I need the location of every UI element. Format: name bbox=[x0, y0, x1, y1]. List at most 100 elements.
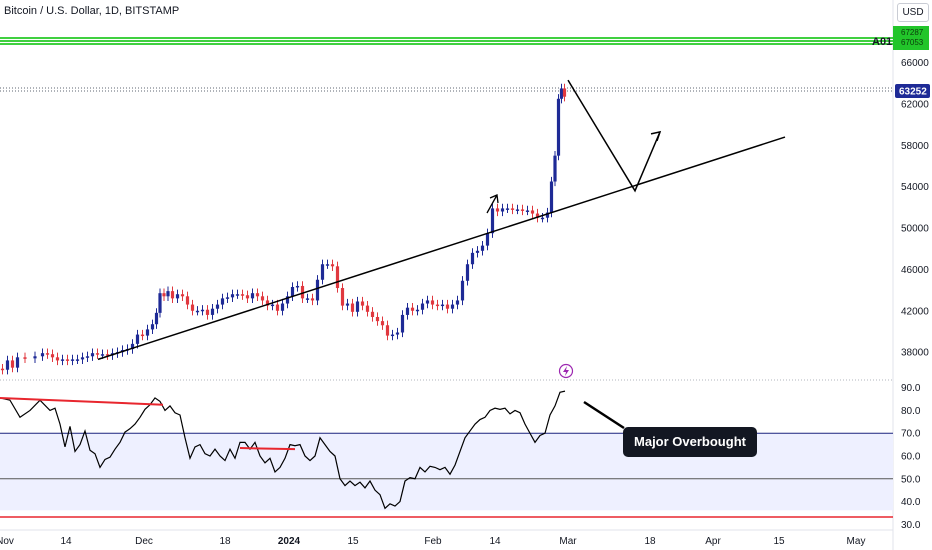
candle-body bbox=[260, 296, 265, 301]
candle-body bbox=[55, 357, 60, 361]
candle-body bbox=[23, 357, 27, 359]
level-name-label: A01 bbox=[872, 36, 892, 48]
candle-body bbox=[300, 285, 305, 299]
candle-body bbox=[105, 354, 110, 356]
candle-body bbox=[295, 285, 300, 288]
candle-body bbox=[275, 304, 280, 311]
projection-path bbox=[567, 79, 661, 193]
candle-body bbox=[158, 293, 162, 313]
candle-body bbox=[65, 359, 70, 361]
candle-body bbox=[280, 303, 285, 311]
time-tick-label: Nov bbox=[0, 536, 14, 547]
candle-body bbox=[500, 208, 505, 212]
candle-body bbox=[140, 334, 145, 337]
candle-body bbox=[420, 303, 425, 310]
candle-body bbox=[520, 209, 525, 211]
price-tick-label: 62000 bbox=[901, 99, 929, 110]
candle-body bbox=[480, 245, 485, 251]
candle-body bbox=[5, 360, 10, 370]
candle-body bbox=[505, 208, 510, 210]
time-tick-label: Apr bbox=[705, 536, 721, 547]
candle-body bbox=[400, 314, 405, 333]
candle-body bbox=[195, 310, 200, 313]
price-tick-label: 66000 bbox=[901, 58, 929, 69]
candle-body bbox=[425, 300, 430, 304]
candle-body bbox=[562, 88, 567, 97]
candle-body bbox=[250, 293, 255, 299]
candle-body bbox=[130, 343, 135, 350]
rsi-tick-label: 60.0 bbox=[901, 452, 921, 463]
candle-body bbox=[320, 264, 325, 280]
candle-body bbox=[90, 353, 95, 357]
candle-body bbox=[490, 208, 495, 234]
rsi-line bbox=[0, 390, 566, 510]
candle-body bbox=[180, 294, 185, 297]
candle-body bbox=[215, 304, 220, 309]
candle-body bbox=[145, 329, 150, 336]
candle-body bbox=[60, 359, 65, 361]
candle-body bbox=[515, 209, 520, 211]
candle-body bbox=[435, 304, 440, 307]
candle-body bbox=[15, 357, 20, 368]
candle-body bbox=[470, 252, 475, 265]
last-price-label: 63252 bbox=[899, 86, 927, 97]
rsi-tick-label: 40.0 bbox=[901, 497, 921, 508]
trendline bbox=[97, 136, 786, 361]
time-tick-label: 2024 bbox=[278, 536, 301, 547]
candle-body bbox=[440, 304, 445, 307]
candle-body bbox=[185, 296, 190, 305]
small-arrow bbox=[486, 194, 499, 214]
candle-body bbox=[235, 294, 240, 296]
candle-body bbox=[510, 208, 515, 210]
rsi-band-lower bbox=[0, 478, 893, 511]
rsi-tick-label: 80.0 bbox=[901, 406, 921, 417]
candle-body bbox=[360, 301, 365, 306]
candle-body bbox=[285, 296, 290, 304]
candle-body bbox=[0, 368, 5, 371]
candle-body bbox=[495, 208, 500, 212]
rsi-tick-label: 70.0 bbox=[901, 429, 921, 440]
candle-body bbox=[33, 356, 37, 359]
time-tick-label: Dec bbox=[135, 536, 153, 547]
time-tick-label: Feb bbox=[424, 536, 442, 547]
candle-body bbox=[315, 279, 320, 301]
candle-body bbox=[305, 298, 310, 300]
currency-selector[interactable]: USD bbox=[897, 3, 929, 22]
level-price-label: 67053 bbox=[901, 38, 924, 47]
time-tick-label: 18 bbox=[219, 536, 231, 547]
last-price-tag bbox=[895, 83, 930, 98]
candle-body bbox=[430, 300, 435, 305]
level-price-box bbox=[893, 26, 929, 50]
time-tick-label: 15 bbox=[773, 536, 785, 547]
candle-body bbox=[310, 298, 315, 301]
candle-body bbox=[450, 304, 455, 309]
candle-body bbox=[230, 294, 235, 298]
candle-body bbox=[485, 233, 490, 246]
candle-body bbox=[200, 309, 205, 312]
candle-body bbox=[330, 264, 335, 267]
candle-body bbox=[475, 250, 480, 253]
candle-body bbox=[270, 304, 275, 307]
candle-body bbox=[150, 324, 155, 330]
candle-body bbox=[220, 298, 225, 305]
candle-body bbox=[535, 213, 540, 218]
candle-body bbox=[210, 308, 215, 315]
rsi-divergence-line bbox=[0, 396, 164, 406]
time-tick-label: May bbox=[847, 536, 866, 547]
price-tick-label: 58000 bbox=[901, 141, 929, 152]
candle-body bbox=[240, 294, 245, 296]
candle-body bbox=[162, 293, 166, 297]
candle-body bbox=[445, 304, 450, 309]
candle-body bbox=[225, 297, 230, 299]
candle-body bbox=[549, 181, 554, 213]
candle-body bbox=[350, 303, 355, 312]
candle-body bbox=[553, 155, 557, 182]
candle-body bbox=[100, 354, 105, 356]
candle-body bbox=[405, 307, 410, 315]
candle-body bbox=[70, 359, 75, 361]
candle-body bbox=[190, 304, 195, 311]
candle-body bbox=[325, 264, 330, 266]
candle-body bbox=[40, 353, 45, 357]
candle-body bbox=[290, 286, 295, 297]
candle-body bbox=[340, 288, 345, 306]
